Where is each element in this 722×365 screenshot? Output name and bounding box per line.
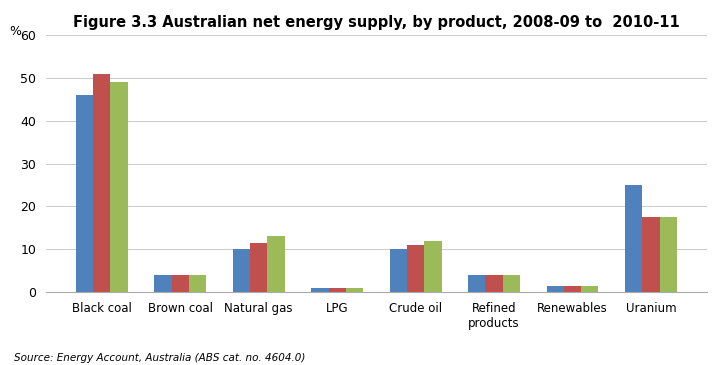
Bar: [564, 285, 581, 292]
Bar: [547, 285, 564, 292]
Bar: [155, 275, 172, 292]
Bar: [172, 275, 189, 292]
Bar: [468, 275, 485, 292]
Bar: [232, 249, 250, 292]
Title: Figure 3.3 Australian net energy supply, by product, 2008-09 to  2010-11: Figure 3.3 Australian net energy supply,…: [73, 15, 679, 30]
Bar: [76, 95, 93, 292]
Bar: [503, 275, 520, 292]
Bar: [311, 288, 329, 292]
Bar: [625, 185, 643, 292]
Bar: [189, 275, 206, 292]
Text: %: %: [9, 25, 22, 38]
Bar: [346, 288, 363, 292]
Bar: [93, 74, 110, 292]
Text: Source: Energy Account, Australia (ABS cat. no. 4604.0): Source: Energy Account, Australia (ABS c…: [14, 353, 306, 363]
Bar: [267, 237, 284, 292]
Bar: [407, 245, 425, 292]
Bar: [425, 241, 442, 292]
Bar: [390, 249, 407, 292]
Bar: [250, 243, 267, 292]
Bar: [643, 217, 660, 292]
Bar: [329, 288, 346, 292]
Bar: [485, 275, 503, 292]
Bar: [110, 82, 128, 292]
Bar: [660, 217, 677, 292]
Bar: [581, 285, 599, 292]
